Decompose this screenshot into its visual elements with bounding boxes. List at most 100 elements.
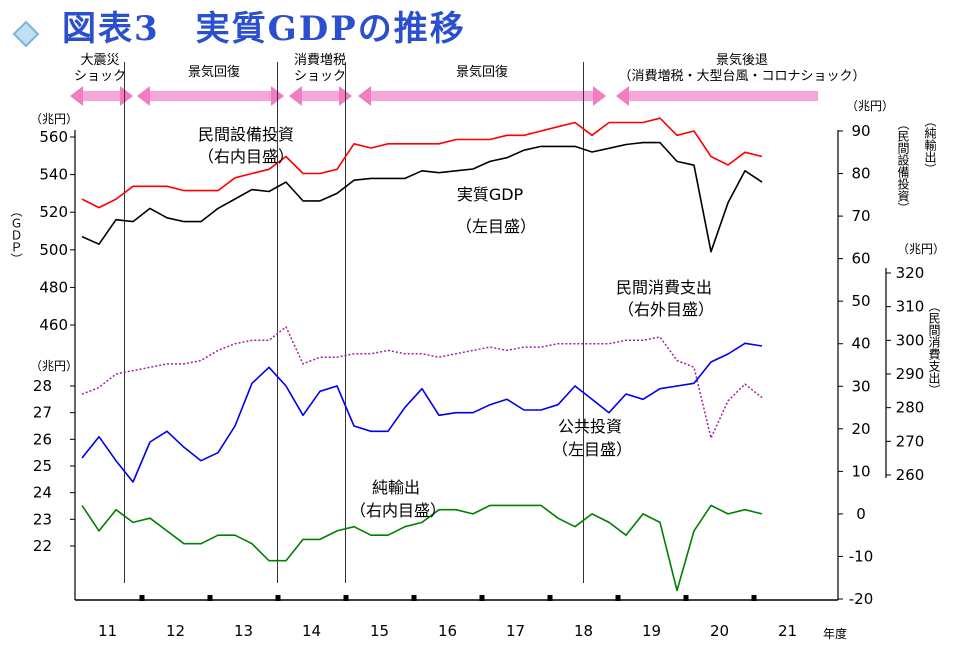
series-lines	[81, 117, 763, 592]
arrow-right-icon	[120, 86, 133, 106]
phase-arrow	[370, 91, 594, 101]
right-inner-tick-label: 90	[851, 122, 870, 140]
annot-public-2: （左目盛）	[552, 440, 632, 459]
year-tick-mark	[411, 595, 417, 601]
right-inner-title-top: （純輸出）	[923, 115, 937, 175]
year-tick-mark	[479, 595, 485, 601]
annot-gdp-2: （左目盛）	[456, 217, 536, 236]
left-lower-unit: （兆円）	[30, 359, 78, 373]
left-upper-tick-label: 520	[39, 203, 68, 221]
left-axis-title: （ＧＤＰ）	[9, 205, 23, 265]
series-annotations: 民間設備投資 （右内目盛） 実質GDP （左目盛） 民間消費支出 （右外目盛） …	[198, 125, 714, 520]
phase-label: 景気回復	[188, 64, 240, 80]
right-inner-tick-label: 70	[851, 207, 870, 225]
year-tick-mark	[615, 595, 621, 601]
x-unit: 年度	[823, 626, 847, 641]
right-inner-tick-label: 10	[851, 462, 870, 480]
left-lower-tick-label: 23	[33, 510, 52, 528]
vertical-titles: （ＧＤＰ） （純輸出） （民間設備投資） （民間消費支出）	[9, 115, 941, 396]
right-inner-tick-label: 20	[851, 420, 870, 438]
year-tick-mark	[547, 595, 553, 601]
annot-net-exports-2: （右内目盛）	[350, 501, 446, 520]
series-line	[81, 342, 763, 483]
x-tick-label: 13	[234, 622, 253, 640]
left-upper-tick-label: 480	[39, 278, 68, 296]
right-outer-tick-label: 290	[896, 365, 925, 383]
axes: （兆円） （兆円） （兆円） （兆円） 年度 46048050052054056…	[30, 99, 945, 641]
phase-label: ショック	[294, 69, 346, 84]
left-lower-tick-label: 25	[33, 457, 52, 475]
arrow-left-icon	[70, 86, 83, 106]
year-tick-mark	[207, 595, 213, 601]
x-tick-label: 20	[710, 622, 729, 640]
phase-label: （消費増税・大型台風・コロナショック）	[618, 69, 865, 84]
right-inner-unit: （兆円）	[846, 99, 894, 113]
diamond-icon	[12, 20, 40, 48]
arrow-left-icon	[289, 86, 302, 106]
right-inner-tick-label: 30	[851, 377, 870, 395]
right-outer-unit: （兆円）	[897, 242, 945, 256]
left-lower-tick-label: 27	[33, 404, 52, 422]
right-inner-tick-label: -20	[849, 590, 874, 608]
right-outer-tick-label: 280	[896, 399, 925, 417]
series-line	[81, 141, 763, 253]
right-inner-tick-label: 80	[851, 165, 870, 183]
x-tick-label: 16	[438, 622, 457, 640]
x-tick-label: 18	[574, 622, 593, 640]
series-line	[81, 504, 763, 592]
annot-gdp-1: 実質GDP	[457, 185, 524, 204]
left-upper-unit: （兆円）	[30, 112, 78, 126]
year-tick-mark	[275, 595, 281, 601]
annot-public-1: 公共投資	[558, 417, 622, 436]
chart-title: 図表3 実質GDPの推移	[62, 9, 466, 49]
annot-capex-1: 民間設備投資	[198, 125, 294, 144]
phase-label: 大震災	[80, 53, 119, 68]
annot-consumption-1: 民間消費支出	[616, 278, 712, 297]
right-outer-tick-label: 300	[896, 331, 925, 349]
right-inner-title-mid: （民間設備投資）	[896, 118, 910, 214]
series-line	[81, 117, 763, 209]
x-tick-label: 17	[506, 622, 525, 640]
plot-frame: 11 12 13 14 15 16 17 18 19 20 21	[74, 62, 887, 640]
x-tick-label: 14	[302, 622, 321, 640]
annot-capex-2: （右内目盛）	[198, 147, 294, 166]
phase-label: ショック	[74, 69, 126, 84]
left-lower-tick-label: 26	[33, 430, 52, 448]
left-lower-tick-label: 22	[33, 537, 52, 555]
phase-arrow	[301, 91, 340, 101]
phase-label: 景気後退	[716, 52, 768, 68]
year-tick-mark	[751, 595, 757, 601]
annot-net-exports-1: 純輸出	[372, 478, 420, 497]
x-tick-label: 12	[166, 622, 185, 640]
right-inner-tick-label: 60	[851, 250, 870, 268]
right-outer-tick-label: 310	[896, 298, 925, 316]
right-outer-tick-label: 320	[896, 264, 925, 282]
right-outer-tick-label: 270	[896, 432, 925, 450]
arrow-right-icon	[593, 86, 606, 106]
phase-label: 消費増税	[294, 53, 346, 68]
series-line	[81, 326, 763, 439]
year-tick-mark	[683, 595, 689, 601]
phase-arrow	[82, 91, 121, 101]
annot-consumption-2: （右外目盛）	[618, 300, 714, 319]
x-tick-label: 15	[370, 622, 389, 640]
x-tick-label: 19	[642, 622, 661, 640]
right-inner-tick-label: 40	[851, 335, 870, 353]
right-outer-tick-label: 260	[896, 466, 925, 484]
right-inner-tick-label: 0	[856, 505, 866, 523]
title-area: 図表3 実質GDPの推移	[12, 9, 466, 49]
phase-arrow	[628, 91, 818, 101]
left-upper-tick-label: 460	[39, 316, 68, 334]
year-tick-mark	[139, 595, 145, 601]
x-tick-label: 21	[778, 622, 797, 640]
arrow-left-icon	[616, 86, 629, 106]
right-inner-tick-label: -10	[849, 547, 874, 565]
x-tick-label: 11	[98, 622, 117, 640]
right-inner-tick-label: 50	[851, 292, 870, 310]
year-tick-mark	[343, 595, 349, 601]
left-upper-tick-label: 540	[39, 166, 68, 184]
arrow-left-icon	[137, 86, 150, 106]
left-upper-tick-label: 500	[39, 241, 68, 259]
